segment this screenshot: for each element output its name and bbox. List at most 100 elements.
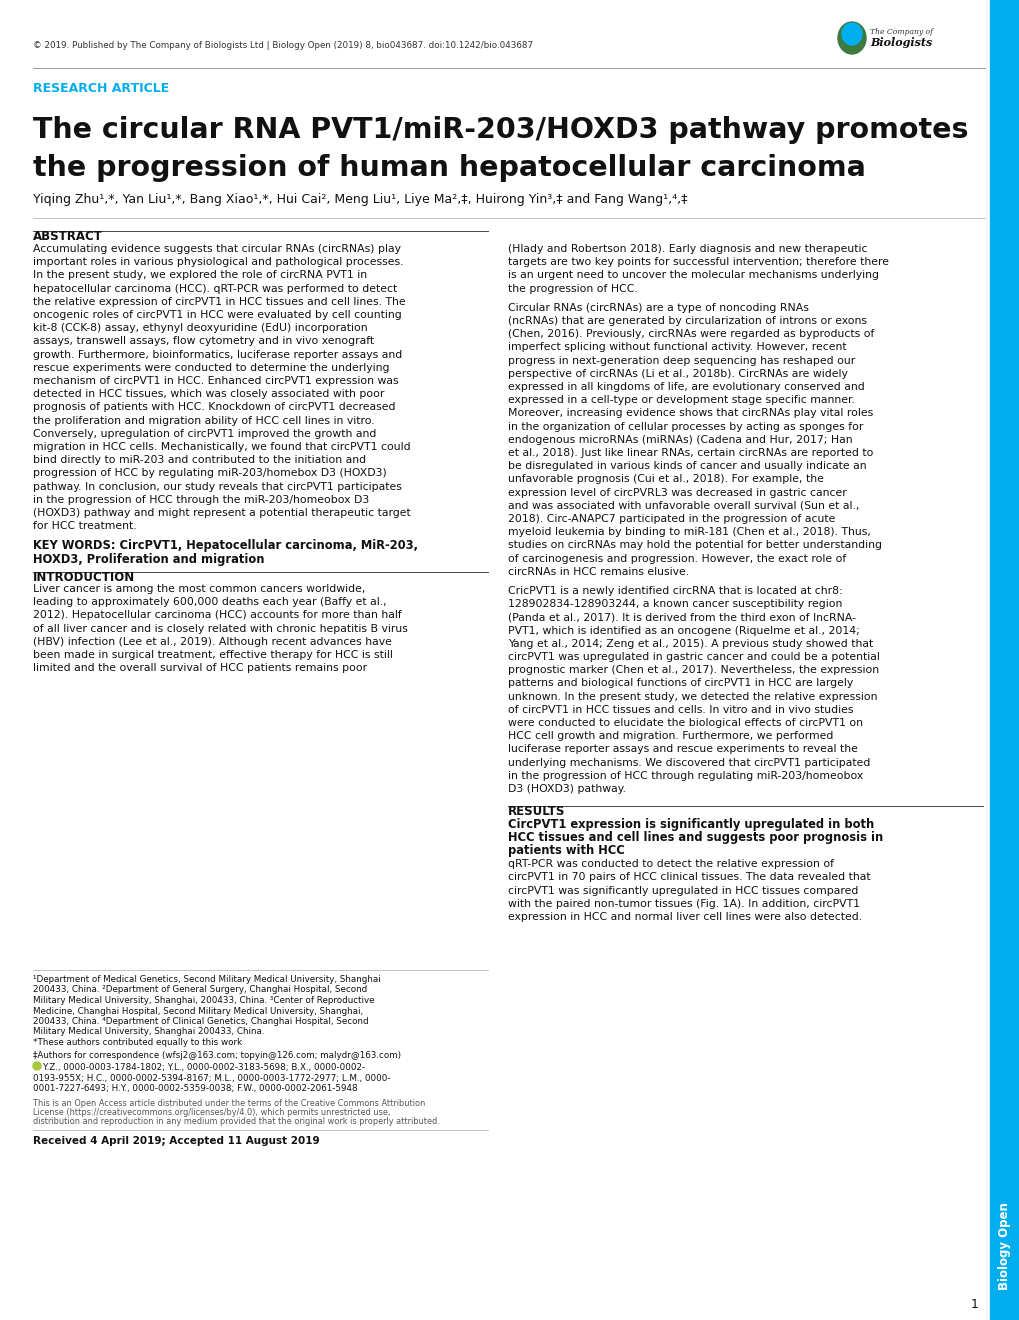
Ellipse shape [838, 22, 865, 54]
Text: perspective of circRNAs (Li et al., 2018b). CircRNAs are widely: perspective of circRNAs (Li et al., 2018… [507, 368, 847, 379]
Text: of all liver cancer and is closely related with chronic hepatitis B virus: of all liver cancer and is closely relat… [33, 623, 408, 634]
Text: patterns and biological functions of circPVT1 in HCC are largely: patterns and biological functions of cir… [507, 678, 853, 689]
Text: assays, transwell assays, flow cytometry and in vivo xenograft: assays, transwell assays, flow cytometry… [33, 337, 374, 346]
Text: Medicine, Changhai Hospital, Second Military Medical University, Shanghai,: Medicine, Changhai Hospital, Second Mili… [33, 1006, 363, 1015]
Ellipse shape [841, 22, 861, 45]
Text: underlying mechanisms. We discovered that circPVT1 participated: underlying mechanisms. We discovered tha… [507, 758, 869, 768]
Text: hepatocellular carcinoma (HCC). qRT-PCR was performed to detect: hepatocellular carcinoma (HCC). qRT-PCR … [33, 284, 396, 293]
Text: is an urgent need to uncover the molecular mechanisms underlying: is an urgent need to uncover the molecul… [507, 271, 878, 280]
Text: PVT1, which is identified as an oncogene (Riquelme et al., 2014;: PVT1, which is identified as an oncogene… [507, 626, 859, 636]
Text: circPVT1 was significantly upregulated in HCC tissues compared: circPVT1 was significantly upregulated i… [507, 886, 858, 895]
Text: luciferase reporter assays and rescue experiments to reveal the: luciferase reporter assays and rescue ex… [507, 744, 857, 755]
Text: HCC tissues and cell lines and suggests poor prognosis in: HCC tissues and cell lines and suggests … [507, 832, 882, 845]
Text: 0193-955X; H.C., 0000-0002-5394-8167; M.L., 0000-0003-1772-2977; L.M., 0000-: 0193-955X; H.C., 0000-0002-5394-8167; M.… [33, 1073, 390, 1082]
Text: myeloid leukemia by binding to miR-181 (Chen et al., 2018). Thus,: myeloid leukemia by binding to miR-181 (… [507, 527, 870, 537]
Text: (Hlady and Robertson 2018). Early diagnosis and new therapeutic: (Hlady and Robertson 2018). Early diagno… [507, 244, 866, 253]
Bar [989, 0, 1019, 1320]
Text: Accumulating evidence suggests that circular RNAs (circRNAs) play: Accumulating evidence suggests that circ… [33, 244, 400, 253]
Text: In the present study, we explored the role of circRNA PVT1 in: In the present study, we explored the ro… [33, 271, 367, 280]
Text: Yiqing Zhu¹,*, Yan Liu¹,*, Bang Xiao¹,*, Hui Cai², Meng Liu¹, Liye Ma²,‡, Huiron: Yiqing Zhu¹,*, Yan Liu¹,*, Bang Xiao¹,*,… [33, 194, 687, 206]
Text: Received 4 April 2019; Accepted 11 August 2019: Received 4 April 2019; Accepted 11 Augus… [33, 1137, 319, 1146]
Text: (ncRNAs) that are generated by circularization of introns or exons: (ncRNAs) that are generated by circulari… [507, 315, 866, 326]
Text: Conversely, upregulation of circPVT1 improved the growth and: Conversely, upregulation of circPVT1 imp… [33, 429, 376, 438]
Text: 2012). Hepatocellular carcinoma (HCC) accounts for more than half: 2012). Hepatocellular carcinoma (HCC) ac… [33, 610, 401, 620]
Text: Biologists: Biologists [869, 37, 931, 48]
Text: of circPVT1 in HCC tissues and cells. In vitro and in vivo studies: of circPVT1 in HCC tissues and cells. In… [507, 705, 853, 715]
Text: 1: 1 [970, 1299, 978, 1312]
Text: unfavorable prognosis (Cui et al., 2018). For example, the: unfavorable prognosis (Cui et al., 2018)… [507, 474, 823, 484]
Text: License (https://creativecommons.org/licenses/by/4.0), which permits unrestricte: License (https://creativecommons.org/lic… [33, 1107, 390, 1117]
Text: for HCC treatment.: for HCC treatment. [33, 521, 137, 531]
Text: and was associated with unfavorable overall survival (Sun et al.,: and was associated with unfavorable over… [507, 500, 859, 511]
Text: circRNAs in HCC remains elusive.: circRNAs in HCC remains elusive. [507, 566, 689, 577]
Text: imperfect splicing without functional activity. However, recent: imperfect splicing without functional ac… [507, 342, 846, 352]
Text: RESULTS: RESULTS [507, 805, 565, 818]
Text: Y.Z., 0000-0003-1784-1802; Y.L., 0000-0002-3183-5698; B.X., 0000-0002-: Y.Z., 0000-0003-1784-1802; Y.L., 0000-00… [43, 1063, 365, 1072]
Text: Military Medical University, Shanghai 200433, China.: Military Medical University, Shanghai 20… [33, 1027, 264, 1036]
Text: Military Medical University, Shanghai, 200433, China. ³Center of Reproductive: Military Medical University, Shanghai, 2… [33, 997, 374, 1005]
Text: growth. Furthermore, bioinformatics, luciferase reporter assays and: growth. Furthermore, bioinformatics, luc… [33, 350, 401, 359]
Text: prognosis of patients with HCC. Knockdown of circPVT1 decreased: prognosis of patients with HCC. Knockdow… [33, 403, 395, 412]
Text: kit-8 (CCK-8) assay, ethynyl deoxyuridine (EdU) incorporation: kit-8 (CCK-8) assay, ethynyl deoxyuridin… [33, 323, 367, 333]
Text: be disregulated in various kinds of cancer and usually indicate an: be disregulated in various kinds of canc… [507, 461, 866, 471]
Text: (HOXD3) pathway and might represent a potential therapeutic target: (HOXD3) pathway and might represent a po… [33, 508, 411, 517]
Text: 0001-7227-6493; H.Y., 0000-0002-5359-0038; F.W., 0000-0002-2061-5948: 0001-7227-6493; H.Y., 0000-0002-5359-003… [33, 1084, 358, 1093]
Text: expression level of circPVRL3 was decreased in gastric cancer: expression level of circPVRL3 was decrea… [507, 487, 846, 498]
Text: circPVT1 was upregulated in gastric cancer and could be a potential: circPVT1 was upregulated in gastric canc… [507, 652, 879, 663]
Text: 128902834-128903244, a known cancer susceptibility region: 128902834-128903244, a known cancer susc… [507, 599, 842, 610]
Text: 2018). Circ-ANAPC7 participated in the progression of acute: 2018). Circ-ANAPC7 participated in the p… [507, 513, 835, 524]
Text: in the organization of cellular processes by acting as sponges for: in the organization of cellular processe… [507, 421, 862, 432]
Text: the progression of HCC.: the progression of HCC. [507, 284, 637, 293]
Text: pathway. In conclusion, our study reveals that circPVT1 participates: pathway. In conclusion, our study reveal… [33, 482, 401, 491]
Text: leading to approximately 600,000 deaths each year (Baffy et al.,: leading to approximately 600,000 deaths … [33, 597, 386, 607]
Text: qRT-PCR was conducted to detect the relative expression of: qRT-PCR was conducted to detect the rela… [507, 859, 834, 869]
Text: unknown. In the present study, we detected the relative expression: unknown. In the present study, we detect… [507, 692, 876, 702]
Text: the relative expression of circPVT1 in HCC tissues and cell lines. The: the relative expression of circPVT1 in H… [33, 297, 406, 306]
Text: (Panda et al., 2017). It is derived from the third exon of lncRNA-: (Panda et al., 2017). It is derived from… [507, 612, 855, 623]
Text: expressed in all kingdoms of life, are evolutionary conserved and: expressed in all kingdoms of life, are e… [507, 381, 864, 392]
Text: ¹Department of Medical Genetics, Second Military Medical University, Shanghai: ¹Department of Medical Genetics, Second … [33, 975, 380, 983]
Text: (HBV) infection (Lee et al., 2019). Although recent advances have: (HBV) infection (Lee et al., 2019). Alth… [33, 636, 391, 647]
Text: ABSTRACT: ABSTRACT [33, 230, 103, 243]
Text: were conducted to elucidate the biological effects of circPVT1 on: were conducted to elucidate the biologic… [507, 718, 862, 729]
Text: the proliferation and migration ability of HCC cell lines in vitro.: the proliferation and migration ability … [33, 416, 374, 425]
Text: 200433, China. ²Department of General Surgery, Changhai Hospital, Second: 200433, China. ²Department of General Su… [33, 986, 367, 994]
Text: in the progression of HCC through regulating miR-203/homeobox: in the progression of HCC through regula… [507, 771, 862, 781]
Text: progress in next-generation deep sequencing has reshaped our: progress in next-generation deep sequenc… [507, 355, 854, 366]
Text: The circular RNA PVT1/miR-203/HOXD3 pathway promotes: The circular RNA PVT1/miR-203/HOXD3 path… [33, 116, 968, 144]
Text: KEY WORDS: CircPVT1, Hepatocellular carcinoma, MiR-203,: KEY WORDS: CircPVT1, Hepatocellular carc… [33, 540, 418, 552]
Text: patients with HCC: patients with HCC [507, 845, 625, 857]
Text: D3 (HOXD3) pathway.: D3 (HOXD3) pathway. [507, 784, 626, 795]
Text: et al., 2018). Just like linear RNAs, certain circRNAs are reported to: et al., 2018). Just like linear RNAs, ce… [507, 447, 872, 458]
Text: rescue experiments were conducted to determine the underlying: rescue experiments were conducted to det… [33, 363, 389, 372]
Text: Yang et al., 2014; Zeng et al., 2015). A previous study showed that: Yang et al., 2014; Zeng et al., 2015). A… [507, 639, 872, 649]
Text: This is an Open Access article distributed under the terms of the Creative Commo: This is an Open Access article distribut… [33, 1098, 425, 1107]
Text: expression in HCC and normal liver cell lines were also detected.: expression in HCC and normal liver cell … [507, 912, 861, 921]
Text: progression of HCC by regulating miR-203/homebox D3 (HOXD3): progression of HCC by regulating miR-203… [33, 469, 386, 478]
Text: (Chen, 2016). Previously, circRNAs were regarded as byproducts of: (Chen, 2016). Previously, circRNAs were … [507, 329, 873, 339]
Text: targets are two key points for successful intervention; therefore there: targets are two key points for successfu… [507, 257, 889, 267]
Text: been made in surgical treatment, effective therapy for HCC is still: been made in surgical treatment, effecti… [33, 649, 392, 660]
Text: bind directly to miR-203 and contributed to the initiation and: bind directly to miR-203 and contributed… [33, 455, 366, 465]
Text: expressed in a cell-type or development stage specific manner.: expressed in a cell-type or development … [507, 395, 854, 405]
Text: Liver cancer is among the most common cancers worldwide,: Liver cancer is among the most common ca… [33, 583, 365, 594]
Text: in the progression of HCC through the miR-203/homeobox D3: in the progression of HCC through the mi… [33, 495, 369, 504]
Text: 200433, China. ⁴Department of Clinical Genetics, Changhai Hospital, Second: 200433, China. ⁴Department of Clinical G… [33, 1016, 368, 1026]
Text: *These authors contributed equally to this work: *These authors contributed equally to th… [33, 1038, 242, 1047]
Text: studies on circRNAs may hold the potential for better understanding: studies on circRNAs may hold the potenti… [507, 540, 881, 550]
Text: ‡Authors for correspondence (wfsj2@163.com; topyin@126.com; malydr@163.com): ‡Authors for correspondence (wfsj2@163.c… [33, 1051, 400, 1060]
Text: migration in HCC cells. Mechanistically, we found that circPVT1 could: migration in HCC cells. Mechanistically,… [33, 442, 411, 451]
Text: mechanism of circPVT1 in HCC. Enhanced circPVT1 expression was: mechanism of circPVT1 in HCC. Enhanced c… [33, 376, 398, 385]
Text: endogenous microRNAs (miRNAs) (Cadena and Hur, 2017; Han: endogenous microRNAs (miRNAs) (Cadena an… [507, 434, 852, 445]
Text: of carcinogenesis and progression. However, the exact role of: of carcinogenesis and progression. Howev… [507, 553, 846, 564]
Text: oncogenic roles of circPVT1 in HCC were evaluated by cell counting: oncogenic roles of circPVT1 in HCC were … [33, 310, 401, 319]
Text: the progression of human hepatocellular carcinoma: the progression of human hepatocellular … [33, 154, 865, 182]
Text: © 2019. Published by The Company of Biologists Ltd | Biology Open (2019) 8, bio0: © 2019. Published by The Company of Biol… [33, 41, 533, 49]
Circle shape [33, 1063, 41, 1071]
Text: detected in HCC tissues, which was closely associated with poor: detected in HCC tissues, which was close… [33, 389, 384, 399]
Text: RESEARCH ARTICLE: RESEARCH ARTICLE [33, 82, 169, 95]
Text: prognostic marker (Chen et al., 2017). Nevertheless, the expression: prognostic marker (Chen et al., 2017). N… [507, 665, 878, 676]
Text: The Company of: The Company of [869, 28, 932, 36]
Text: INTRODUCTION: INTRODUCTION [33, 570, 136, 583]
Text: CircPVT1 expression is significantly upregulated in both: CircPVT1 expression is significantly upr… [507, 818, 873, 832]
